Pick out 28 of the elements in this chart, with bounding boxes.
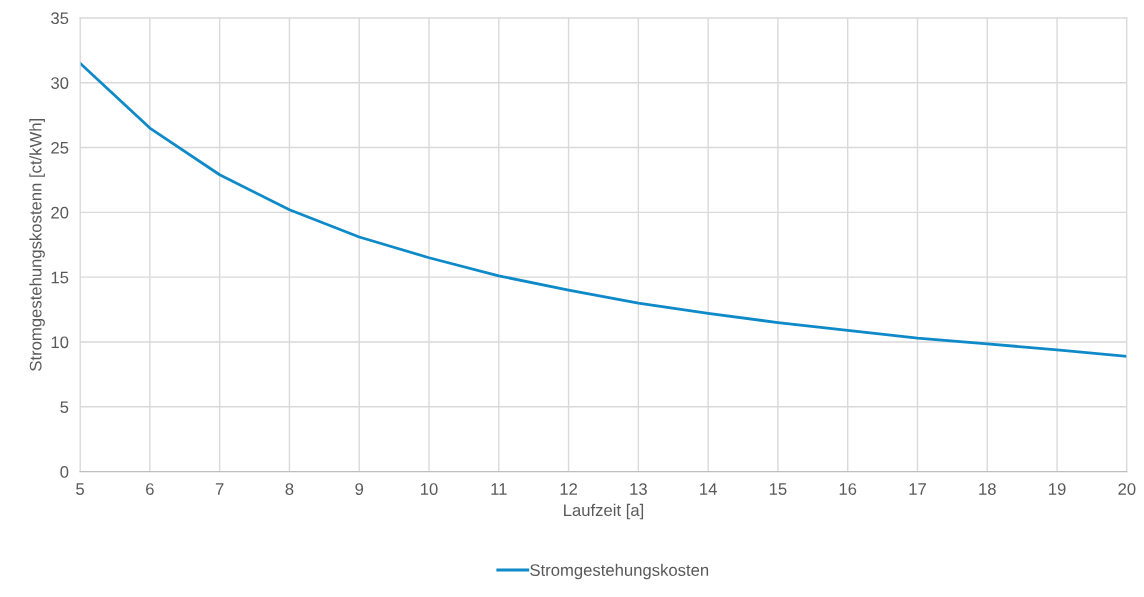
x-tick-label: 7 — [215, 483, 224, 495]
x-tick-label: 9 — [355, 483, 364, 495]
x-tick-label: 12 — [560, 483, 577, 495]
x-tick-label: 10 — [421, 483, 438, 495]
x-tick-label: 6 — [146, 483, 154, 495]
x-tick-label: 20 — [1118, 483, 1136, 495]
x-tick-label: 18 — [979, 483, 996, 495]
x-tick-label: 19 — [1049, 483, 1066, 495]
y-tick-label: 30 — [51, 77, 69, 89]
y-tick-label: 35 — [51, 12, 69, 25]
y-tick-label: 5 — [60, 401, 69, 414]
x-tick-label: 8 — [285, 483, 294, 495]
x-tick-label: 11 — [491, 483, 507, 495]
x-tick-label: 14 — [700, 483, 717, 495]
y-tick-label: 10 — [51, 336, 69, 349]
x-tick-label: 17 — [909, 483, 926, 495]
x-tick-label: 5 — [76, 483, 85, 495]
x-tick-label: 13 — [630, 483, 647, 495]
y-tick-label: 20 — [51, 206, 69, 219]
x-tick-label: 15 — [769, 483, 787, 495]
x-axis-title: Laufzeit [a] — [564, 503, 644, 520]
x-tick-label: 16 — [839, 483, 857, 495]
y-axis-title: Stromgestehungskostenn [ct/kWh] — [29, 119, 45, 371]
line-series — [80, 61, 1127, 358]
y-tick-label: 15 — [51, 271, 69, 284]
y-tick-label: 0 — [60, 466, 69, 478]
y-tick-label: 25 — [51, 141, 69, 154]
legend-label: Stromgestehungskosten — [530, 563, 709, 580]
